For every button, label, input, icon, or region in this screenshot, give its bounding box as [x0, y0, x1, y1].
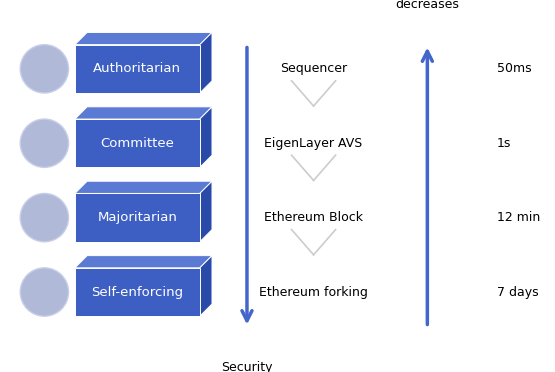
Polygon shape — [200, 32, 212, 93]
Text: Ethereum Block: Ethereum Block — [264, 211, 363, 224]
Text: Self-enforcing: Self-enforcing — [92, 286, 183, 298]
Text: 7 days: 7 days — [497, 286, 538, 298]
Polygon shape — [75, 256, 212, 268]
Polygon shape — [75, 32, 212, 45]
Circle shape — [20, 268, 69, 316]
Text: 50ms: 50ms — [497, 62, 531, 75]
Polygon shape — [75, 107, 212, 119]
Polygon shape — [200, 256, 212, 316]
Text: 12 min: 12 min — [497, 211, 540, 224]
Text: Latency
decreases: Latency decreases — [395, 0, 460, 11]
Circle shape — [20, 193, 69, 242]
Circle shape — [20, 45, 69, 93]
FancyBboxPatch shape — [75, 119, 200, 167]
Polygon shape — [200, 181, 212, 242]
FancyBboxPatch shape — [75, 268, 200, 316]
Text: Committee: Committee — [100, 137, 174, 150]
FancyBboxPatch shape — [75, 45, 200, 93]
Text: Ethereum forking: Ethereum forking — [259, 286, 368, 298]
Text: 1s: 1s — [497, 137, 511, 150]
Circle shape — [20, 119, 69, 167]
FancyBboxPatch shape — [75, 193, 200, 242]
Text: Authoritarian: Authoritarian — [93, 62, 181, 75]
Text: Majoritarian: Majoritarian — [98, 211, 177, 224]
Text: Security
increases: Security increases — [217, 361, 277, 372]
Polygon shape — [75, 181, 212, 193]
Polygon shape — [200, 107, 212, 167]
Text: EigenLayer AVS: EigenLayer AVS — [264, 137, 363, 150]
Text: Sequencer: Sequencer — [280, 62, 347, 75]
